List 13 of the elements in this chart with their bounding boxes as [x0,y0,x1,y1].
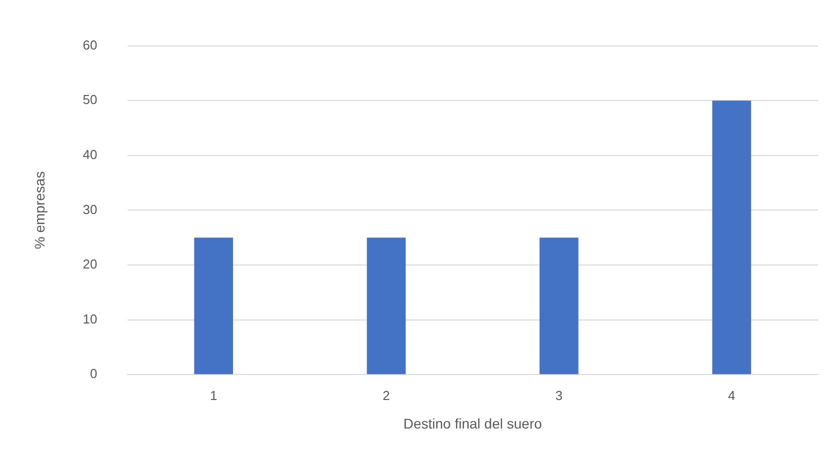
x-tick-label: 2 [382,388,390,403]
x-tick-label: 4 [728,388,736,403]
y-tick-label: 0 [90,366,98,382]
x-tick-label: 3 [555,388,563,403]
x-axis-title: Destino final del suero [403,415,542,432]
y-tick-label: 30 [82,202,98,217]
y-tick-label: 50 [82,92,98,108]
x-tick-label: 1 [210,388,218,403]
y-axis-title: % empresas [31,171,48,250]
y-tick-label: 10 [82,311,98,326]
y-tick-label: 40 [82,146,98,162]
y-tick-label: 60 [82,37,98,52]
y-tick-label: 20 [82,256,98,272]
